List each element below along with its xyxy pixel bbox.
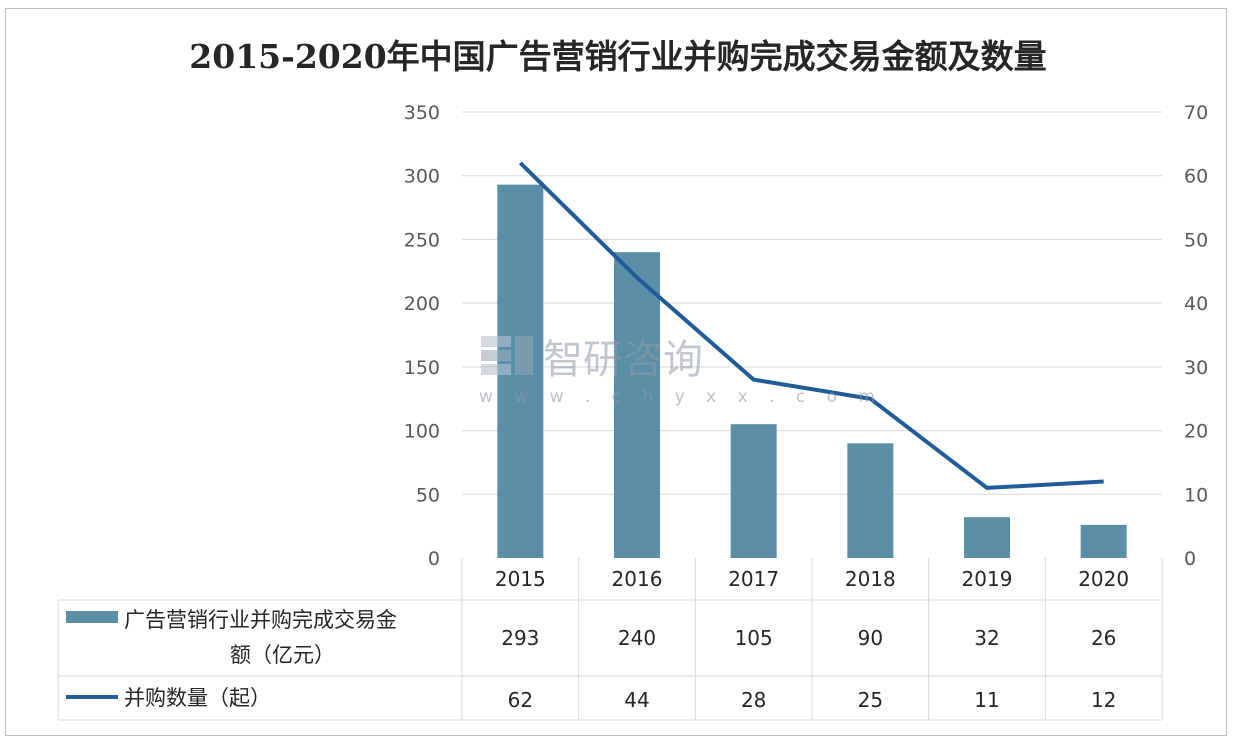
- table-cell-amount: 293: [501, 626, 539, 650]
- left-tick-label: 100: [404, 421, 440, 443]
- data-table: 2015 293 62 2016 240 44 2017 105 28 2018 90 25 2019 3…: [57, 558, 1163, 721]
- table-cell-count: 12: [1091, 688, 1116, 712]
- legend-swatch-bar: [66, 611, 118, 623]
- left-tick-label: 150: [404, 357, 440, 379]
- left-tick-label: 50: [416, 484, 440, 506]
- bar: [1080, 524, 1127, 558]
- table-cell-amount: 26: [1091, 626, 1116, 650]
- left-tick-label: 300: [404, 166, 440, 188]
- table-category: 2020: [1078, 567, 1129, 591]
- right-tick-label: 70: [1184, 102, 1208, 124]
- table-cell-count: 28: [741, 688, 766, 712]
- table-cell-amount: 90: [858, 626, 883, 650]
- table-category: 2017: [728, 567, 779, 591]
- table-cell-amount: 105: [735, 626, 773, 650]
- table-category: 2016: [612, 567, 663, 591]
- table-cell-amount: 240: [618, 626, 656, 650]
- right-tick-label: 60: [1184, 166, 1208, 188]
- right-tick-label: 10: [1184, 484, 1208, 506]
- left-tick-label: 350: [404, 102, 440, 124]
- series-line: [518, 161, 1104, 490]
- table-category: 2015: [495, 567, 546, 591]
- watermark-text: 智研咨询: [543, 337, 703, 383]
- bar: [964, 517, 1010, 558]
- right-tick-label: 30: [1184, 357, 1208, 379]
- left-axis-ticks: 0 50 100 150 200 250 300 350: [404, 102, 440, 570]
- right-tick-label: 20: [1184, 421, 1208, 443]
- bar: [730, 424, 777, 558]
- left-tick-label: 0: [428, 548, 440, 570]
- legend-label-bar-line2: 额（亿元）: [230, 643, 335, 667]
- table-category: 2018: [845, 567, 896, 591]
- table-cell-count: 44: [624, 688, 649, 712]
- legend-label-bar-line1: 广告营销行业并购完成交易金: [124, 608, 397, 632]
- bar: [614, 252, 660, 558]
- table-cell-count: 62: [508, 688, 533, 712]
- left-tick-label: 200: [404, 293, 440, 315]
- legend-label-line: 并购数量（起）: [124, 686, 271, 710]
- left-tick-label: 250: [404, 229, 440, 251]
- line-series: [518, 161, 1104, 490]
- right-tick-label: 0: [1184, 548, 1196, 570]
- watermark-logo-icon: [481, 336, 533, 375]
- right-tick-label: 40: [1184, 293, 1208, 315]
- chart-title: 2015-2020年中国广告营销行业并购完成交易金额及数量: [189, 37, 1047, 76]
- right-axis-ticks: 0 10 20 30 40 50 60 70: [1184, 102, 1208, 570]
- watermark-url: w w w . c h y x x . c o m: [479, 387, 883, 407]
- gridlines: [462, 111, 1162, 495]
- table-category: 2019: [962, 567, 1013, 591]
- table-cell-count: 11: [974, 688, 999, 712]
- legend: 广告营销行业并购完成交易金 额（亿元） 并购数量（起）: [66, 608, 397, 710]
- table-cell-amount: 32: [974, 626, 999, 650]
- watermark: 智研咨询 w w w . c h y x x . c o m: [479, 336, 883, 407]
- right-tick-label: 50: [1184, 229, 1208, 251]
- bar: [847, 443, 894, 558]
- table-cell-count: 25: [858, 688, 883, 712]
